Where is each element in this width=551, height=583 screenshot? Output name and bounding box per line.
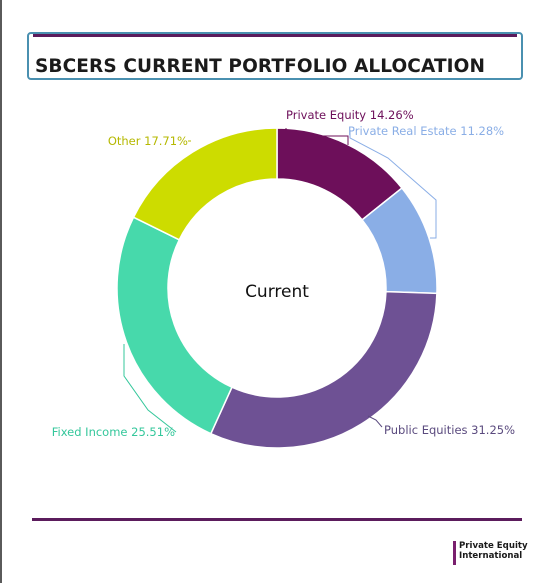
slice-label-public-equities: Public Equities 31.25% [384,423,515,437]
slice-public-equities [209,290,438,449]
slice-other [132,127,278,241]
left-edge-rule [0,0,2,583]
slice-label-other: Other 17.71% [108,134,188,148]
pei-logo: Private Equity International [453,541,528,565]
slice-label-private-real-estate: Private Real Estate 11.28% [348,124,504,138]
title-accent-strip [33,34,517,37]
chart-title: SBCERS CURRENT PORTFOLIO ALLOCATION [35,56,486,77]
center-label: Current [245,282,309,302]
leader-line-private-equity [285,128,349,145]
slice-label-private-equity: Private Equity 14.26% [286,108,414,122]
logo-line-2: International [459,551,523,561]
logo-line-1: Private Equity [459,541,528,551]
bottom-rule [32,518,522,521]
leader-line-fixed-income [123,344,177,433]
slice-label-fixed-income: Fixed Income 25.51% [52,425,175,439]
title-box: SBCERS CURRENT PORTFOLIO ALLOCATION [27,32,523,80]
slice-fixed-income [116,216,233,435]
leader-line-public-equities [367,415,383,428]
leader-line-private-real-estate [349,130,437,239]
